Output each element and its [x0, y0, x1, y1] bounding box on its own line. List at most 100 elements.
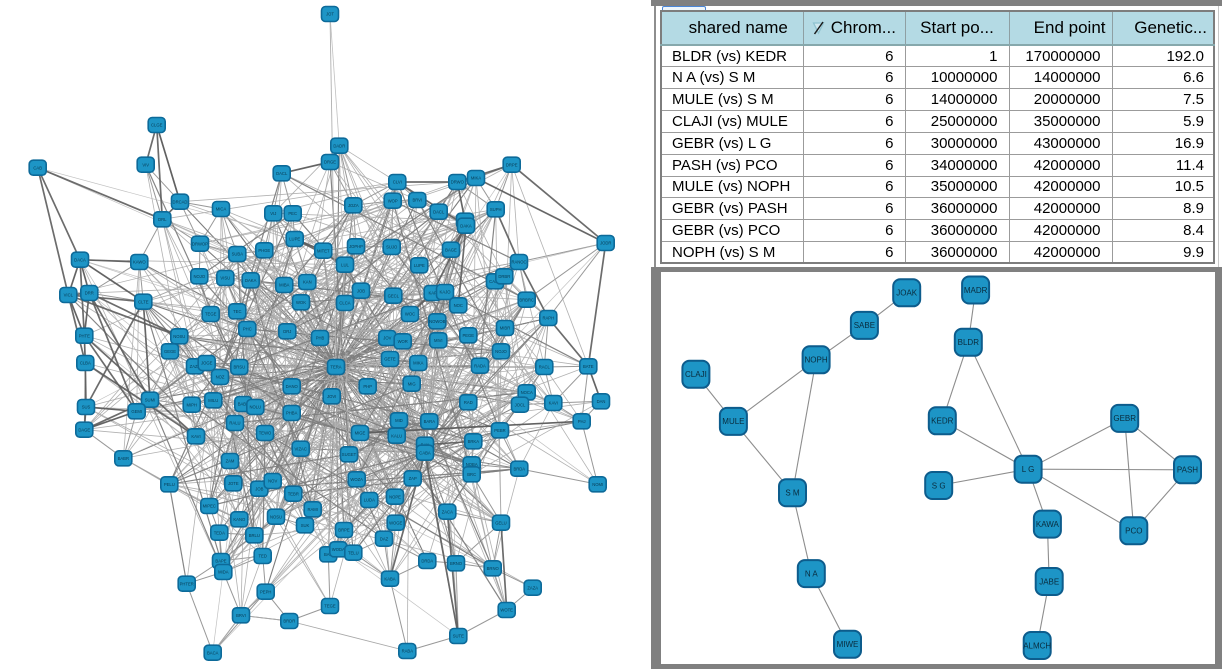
- svg-text:SUPH: SUPH: [490, 207, 502, 212]
- svg-text:NOPE: NOPE: [389, 494, 401, 499]
- svg-text:LUL: LUL: [341, 262, 349, 267]
- svg-text:DRR: DRR: [85, 291, 94, 296]
- svg-text:DADR: DADR: [333, 143, 345, 148]
- svg-text:SUTE: SUTE: [453, 634, 464, 639]
- svg-text:WOTE: WOTE: [500, 608, 513, 613]
- svg-text:SUGET: SUGET: [342, 452, 357, 457]
- svg-text:NOLU: NOLU: [249, 405, 261, 410]
- svg-text:CLTE: CLTE: [138, 299, 149, 304]
- svg-text:PHTE: PHTE: [79, 333, 90, 338]
- svg-text:BRLU: BRLU: [249, 533, 260, 538]
- svg-text:PHP: PHP: [363, 384, 372, 389]
- svg-text:CLCA: CLCA: [339, 301, 350, 306]
- svg-text:TERA: TERA: [330, 365, 341, 370]
- svg-text:TEDA: TEDA: [214, 530, 225, 535]
- svg-text:TEGE: TEGE: [205, 312, 217, 317]
- svg-text:DAZ: DAZ: [380, 536, 389, 541]
- svg-text:LUPE: LUPE: [289, 237, 300, 242]
- svg-text:MITET: MITET: [317, 248, 330, 253]
- svg-text:PHGE: PHGE: [258, 248, 270, 253]
- svg-text:JOZA: JOZA: [348, 203, 359, 208]
- svg-text:ZAP: ZAP: [409, 476, 417, 481]
- svg-text:SUK: SUK: [301, 523, 310, 528]
- svg-text:JOCL: JOCL: [515, 402, 526, 407]
- svg-text:PHC: PHC: [243, 327, 252, 332]
- svg-text:MIBA: MIBA: [279, 283, 289, 288]
- svg-text:KAJO: KAJO: [440, 290, 452, 295]
- svg-text:DRPE: DRPE: [506, 162, 518, 167]
- svg-text:WOR: WOR: [398, 339, 408, 344]
- svg-text:DAKA: DAKA: [245, 278, 257, 283]
- svg-text:MIPEC: MIPEC: [203, 504, 216, 509]
- svg-text:NOCA: NOCA: [521, 390, 533, 395]
- svg-text:NOZ: NOZ: [216, 375, 225, 380]
- svg-text:MULE: MULE: [722, 417, 744, 426]
- svg-text:PHTER: PHTER: [180, 581, 194, 586]
- svg-text:JOB: JOB: [357, 288, 365, 293]
- svg-text:NOJO: NOJO: [495, 349, 507, 354]
- svg-text:N A: N A: [805, 569, 819, 578]
- svg-text:GELU: GELU: [495, 520, 506, 525]
- svg-text:BRVI: BRVI: [236, 613, 246, 618]
- svg-text:GEBR: GEBR: [1113, 414, 1136, 423]
- svg-text:KALU: KALU: [391, 433, 402, 438]
- svg-text:WOP: WOP: [388, 198, 398, 203]
- svg-text:GEGE: GEGE: [164, 349, 176, 354]
- svg-text:BABR: BABR: [118, 456, 129, 461]
- svg-text:RALU: RALU: [229, 421, 240, 426]
- svg-text:BRNO: BRNO: [450, 561, 463, 566]
- svg-text:PHB: PHB: [316, 336, 325, 341]
- svg-text:RABA: RABA: [402, 649, 414, 654]
- svg-text:VIJ: VIJ: [270, 211, 276, 216]
- svg-text:LUPE: LUPE: [414, 263, 425, 268]
- svg-text:GECL: GECL: [388, 293, 400, 298]
- svg-text:NOJO: NOJO: [193, 274, 205, 279]
- svg-text:BRVI: BRVI: [412, 198, 422, 203]
- svg-text:DRDA: DRDA: [421, 559, 433, 564]
- svg-text:RAMI: RAMI: [307, 507, 317, 512]
- svg-text:JOGE: JOGE: [201, 361, 213, 366]
- svg-text:VIZAC: VIZAC: [295, 446, 307, 451]
- svg-text:TEWO: TEWO: [259, 431, 272, 436]
- svg-text:DRJ: DRJ: [283, 329, 291, 334]
- svg-text:CLAJI: CLAJI: [685, 370, 707, 379]
- svg-text:WODA: WODA: [332, 547, 345, 552]
- svg-text:MIBR: MIBR: [500, 326, 510, 331]
- svg-text:ZACA: ZACA: [442, 509, 453, 514]
- svg-text:BAD: BAD: [324, 552, 333, 557]
- svg-text:DRWO: DRWO: [451, 180, 465, 185]
- svg-text:MID: MID: [395, 418, 403, 423]
- svg-text:MICA: MICA: [216, 207, 227, 212]
- svg-text:MIGE: MIGE: [355, 431, 366, 436]
- svg-text:DRBR: DRBR: [498, 274, 510, 279]
- svg-text:JOT: JOT: [326, 12, 334, 17]
- svg-text:NOMI: NOMI: [592, 482, 603, 487]
- svg-text:BACA: BACA: [207, 650, 219, 655]
- svg-text:NOV: NOV: [268, 479, 277, 484]
- svg-text:KAVI: KAVI: [191, 434, 200, 439]
- svg-text:TEC: TEC: [233, 309, 241, 314]
- svg-text:PEPH: PEPH: [260, 589, 271, 594]
- svg-text:MIG: MIG: [408, 381, 416, 386]
- svg-text:GEMI: GEMI: [131, 409, 142, 414]
- svg-text:GETE: GETE: [384, 357, 396, 362]
- svg-text:DACL: DACL: [276, 171, 288, 176]
- svg-text:L G: L G: [1022, 465, 1035, 474]
- svg-text:RADA: RADA: [474, 363, 486, 368]
- svg-text:JODR: JODR: [600, 241, 611, 246]
- svg-text:PELU: PELU: [164, 482, 175, 487]
- svg-text:NOPH: NOPH: [805, 356, 828, 365]
- svg-text:NOBA: NOBA: [466, 462, 478, 467]
- svg-text:TEBR: TEBR: [288, 491, 299, 496]
- svg-text:DAN: DAN: [597, 399, 606, 404]
- svg-text:WOK: WOK: [296, 300, 306, 305]
- svg-text:JOTE: JOTE: [228, 481, 239, 486]
- svg-text:JABE: JABE: [1039, 577, 1059, 586]
- svg-text:MIVI: MIVI: [434, 338, 443, 343]
- svg-text:NOWOB: NOWOB: [429, 319, 445, 324]
- svg-text:BLDR: BLDR: [958, 338, 980, 347]
- svg-text:JOVI: JOVI: [327, 394, 336, 399]
- svg-text:KAN: KAN: [303, 280, 312, 285]
- svg-text:DAGE: DAGE: [78, 427, 90, 432]
- svg-text:MIKA: MIKA: [413, 361, 423, 366]
